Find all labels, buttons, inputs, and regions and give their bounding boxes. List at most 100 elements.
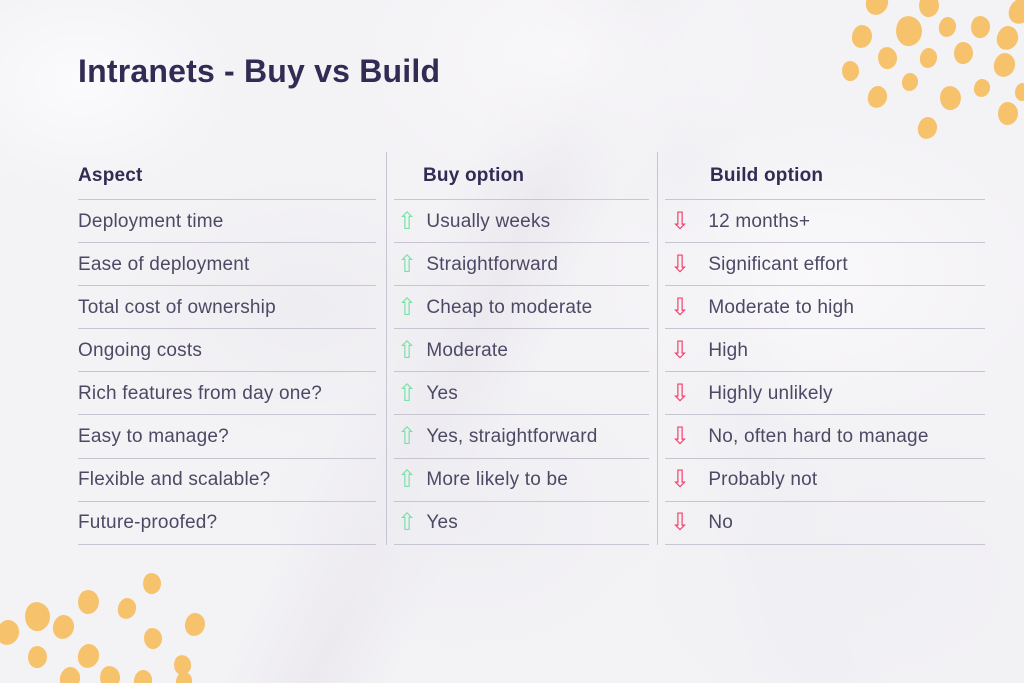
build-option-cell: ⇩ No, often hard to manage [657, 415, 985, 459]
decorative-dot [1015, 82, 1024, 102]
build-option-cell: ⇩ 12 months+ [657, 200, 985, 244]
buy-option-label: Straightforward [426, 253, 559, 275]
table-row: Deployment time ⇧ Usually weeks ⇩ 12 mon… [78, 200, 985, 244]
table-row: Flexible and scalable? ⇧ More likely to … [78, 459, 985, 502]
buy-option-label: Cheap to moderate [426, 296, 593, 318]
buy-option-cell: ⇧ Usually weeks [386, 200, 657, 244]
aspect-cell: Rich features from day one? [78, 372, 386, 416]
table-row: Total cost of ownership ⇧ Cheap to moder… [78, 286, 985, 330]
decorative-dot [141, 571, 163, 595]
decorative-dot [917, 0, 941, 18]
up-arrow-icon: ⇧ [397, 465, 418, 494]
decorative-dot [991, 51, 1017, 79]
table-row: Future-proofed? ⇧ Yes ⇩ No [78, 502, 985, 545]
decorative-dot [0, 618, 21, 648]
decorative-dot [937, 84, 963, 112]
comparison-table: Aspect Buy option Build option Deploymen… [78, 152, 985, 545]
down-arrow-icon: ⇩ [670, 465, 691, 494]
aspect-label: Rich features from day one? [78, 382, 323, 404]
buy-option-label: Moderate [426, 339, 509, 361]
decorative-dot [26, 645, 48, 669]
down-arrow-icon: ⇩ [670, 378, 691, 407]
aspect-cell: Deployment time [78, 200, 386, 244]
decorative-dot [132, 668, 154, 683]
decorative-dot [972, 77, 992, 99]
decorative-dot [997, 100, 1019, 126]
decorative-dot [969, 15, 991, 39]
buy-option-cell: ⇧ Yes [386, 372, 657, 416]
buy-option-cell: ⇧ Yes, straightforward [386, 415, 657, 459]
build-option-label: 12 months+ [708, 210, 811, 232]
buy-option-cell: ⇧ More likely to be [386, 459, 657, 502]
build-option-cell: ⇩ Moderate to high [657, 286, 985, 330]
decorative-dot [901, 72, 919, 92]
aspect-label: Flexible and scalable? [78, 469, 271, 491]
decorative-dot [22, 599, 52, 633]
decorative-dot [98, 664, 122, 683]
build-option-cell: ⇩ Highly unlikely [657, 372, 985, 416]
up-arrow-icon: ⇧ [397, 422, 418, 451]
build-option-cell: ⇩ High [657, 329, 985, 373]
table-header-row: Aspect Buy option Build option [78, 152, 985, 200]
aspect-cell: Total cost of ownership [78, 286, 386, 330]
build-option-cell: ⇩ Probably not [657, 459, 985, 502]
build-option-label: No [708, 512, 734, 534]
aspect-cell: Flexible and scalable? [78, 459, 386, 502]
build-option-cell: ⇩ No [657, 502, 985, 545]
aspect-cell: Ongoing costs [78, 329, 386, 373]
table-row: Rich features from day one? ⇧ Yes ⇩ High… [78, 372, 985, 416]
decorative-dot [937, 16, 957, 38]
column-header-buy: Buy option [386, 152, 657, 200]
decorative-dot [875, 45, 899, 71]
column-header-build: Build option [657, 152, 985, 200]
buy-option-label: Usually weeks [426, 210, 551, 232]
up-arrow-icon: ⇧ [397, 206, 418, 235]
decorative-dot [76, 588, 100, 616]
decorative-dot [75, 642, 101, 670]
up-arrow-icon: ⇧ [397, 508, 418, 537]
down-arrow-icon: ⇩ [670, 206, 691, 235]
page-title: Intranets - Buy vs Build [78, 53, 441, 89]
buy-option-cell: ⇧ Straightforward [386, 243, 657, 287]
buy-option-cell: ⇧ Cheap to moderate [386, 286, 657, 330]
decorative-dot [915, 115, 939, 141]
build-option-label: Highly unlikely [708, 382, 833, 404]
table-row: Easy to manage? ⇧ Yes, straightforward ⇩… [78, 415, 985, 459]
aspect-label: Ease of deployment [78, 253, 250, 275]
build-option-label: No, often hard to manage [708, 426, 929, 448]
decorative-dot [865, 84, 889, 110]
table-body: Deployment time ⇧ Usually weeks ⇩ 12 mon… [78, 200, 985, 545]
aspect-label: Deployment time [78, 210, 224, 232]
decorative-dot [142, 625, 164, 650]
up-arrow-icon: ⇧ [397, 292, 418, 321]
decorative-dot [994, 24, 1020, 52]
down-arrow-icon: ⇩ [670, 249, 691, 278]
buy-option-label: More likely to be [426, 469, 569, 491]
build-option-cell: ⇩ Significant effort [657, 243, 985, 287]
aspect-cell: Ease of deployment [78, 243, 386, 287]
build-option-label: High [708, 339, 749, 361]
up-arrow-icon: ⇧ [397, 378, 418, 407]
build-option-label: Probably not [708, 469, 818, 491]
up-arrow-icon: ⇧ [397, 249, 418, 278]
build-option-label: Significant effort [708, 253, 848, 275]
aspect-label: Total cost of ownership [78, 296, 276, 318]
decorative-dot [863, 0, 891, 18]
decorative-dot [58, 664, 82, 683]
decorative-dot [1006, 0, 1024, 28]
column-header-aspect: Aspect [78, 152, 386, 200]
decorative-dot [952, 41, 974, 65]
buy-option-cell: ⇧ Moderate [386, 329, 657, 373]
table-row: Ongoing costs ⇧ Moderate ⇩ High [78, 329, 985, 373]
down-arrow-icon: ⇩ [670, 422, 691, 451]
down-arrow-icon: ⇩ [670, 508, 691, 537]
buy-option-cell: ⇧ Yes [386, 502, 657, 545]
aspect-label: Ongoing costs [78, 339, 203, 361]
decorative-dot [851, 23, 873, 49]
aspect-cell: Easy to manage? [78, 415, 386, 459]
buy-option-label: Yes, straightforward [426, 426, 598, 448]
decorative-dot [893, 14, 925, 48]
buy-option-label: Yes [426, 382, 458, 404]
aspect-label: Future-proofed? [78, 512, 218, 534]
